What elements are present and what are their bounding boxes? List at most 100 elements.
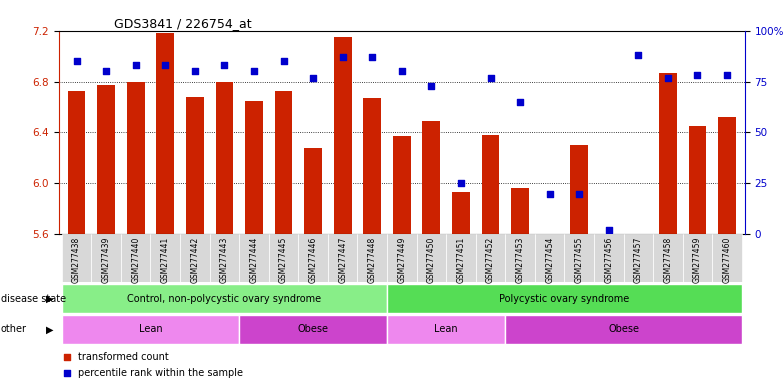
Bar	[127, 82, 144, 234]
Bar	[535, 234, 564, 282]
Point	[632, 52, 644, 58]
Bar	[328, 234, 358, 282]
Text: GSM277455: GSM277455	[575, 237, 584, 283]
Bar	[393, 136, 411, 234]
Point	[278, 58, 290, 65]
Text: Obese: Obese	[298, 324, 328, 334]
Text: other: other	[1, 324, 27, 334]
Text: Lean: Lean	[434, 324, 458, 334]
Bar	[121, 234, 151, 282]
Bar	[387, 315, 506, 344]
Bar	[363, 98, 381, 234]
Bar	[594, 234, 623, 282]
Bar	[718, 117, 736, 234]
Text: GSM277441: GSM277441	[161, 237, 170, 283]
Point	[720, 73, 733, 79]
Point	[366, 54, 379, 60]
Bar	[304, 148, 322, 234]
Bar	[186, 97, 204, 234]
Bar	[239, 234, 269, 282]
Bar	[511, 189, 529, 234]
Point	[129, 62, 142, 68]
Bar	[156, 33, 174, 234]
Text: GSM277452: GSM277452	[486, 237, 495, 283]
Bar	[216, 82, 234, 234]
Point	[425, 83, 437, 89]
Text: GDS3841 / 226754_at: GDS3841 / 226754_at	[114, 17, 252, 30]
Text: ▶: ▶	[45, 324, 53, 334]
Bar	[446, 234, 476, 282]
Point	[395, 68, 408, 74]
Point	[159, 62, 172, 68]
Point	[100, 68, 112, 74]
Text: GSM277446: GSM277446	[309, 237, 318, 283]
Text: GSM277451: GSM277451	[456, 237, 466, 283]
Point	[514, 99, 526, 105]
Point	[573, 190, 586, 197]
Bar	[541, 234, 558, 246]
Bar	[269, 234, 298, 282]
Bar	[62, 315, 239, 344]
Point	[188, 68, 201, 74]
Text: Obese: Obese	[608, 324, 639, 334]
Bar	[506, 315, 742, 344]
Bar	[659, 73, 677, 234]
Text: GSM277438: GSM277438	[72, 237, 81, 283]
Text: Lean: Lean	[139, 324, 162, 334]
Point	[60, 354, 74, 360]
Bar	[97, 85, 115, 234]
Text: GSM277445: GSM277445	[279, 237, 288, 283]
Text: GSM277460: GSM277460	[723, 237, 731, 283]
Bar	[683, 234, 713, 282]
Bar	[476, 234, 506, 282]
Bar	[452, 192, 470, 234]
Text: GSM277440: GSM277440	[131, 237, 140, 283]
Bar	[423, 121, 441, 234]
Text: GSM277450: GSM277450	[426, 237, 436, 283]
Text: GSM277443: GSM277443	[220, 237, 229, 283]
Bar	[298, 234, 328, 282]
Bar	[91, 234, 121, 282]
Bar	[151, 234, 180, 282]
Bar	[600, 234, 618, 238]
Bar	[358, 234, 387, 282]
Point	[485, 74, 497, 81]
Point	[336, 54, 349, 60]
Text: GSM277447: GSM277447	[338, 237, 347, 283]
Text: GSM277449: GSM277449	[397, 237, 406, 283]
Bar	[564, 234, 594, 282]
Bar	[688, 126, 706, 234]
Point	[603, 227, 615, 233]
Text: GSM277454: GSM277454	[545, 237, 554, 283]
Bar	[387, 284, 742, 313]
Bar	[416, 234, 446, 282]
Bar	[274, 91, 292, 234]
Bar	[62, 234, 91, 282]
Bar	[239, 315, 387, 344]
Point	[455, 180, 467, 187]
Bar	[653, 234, 683, 282]
Text: GSM277448: GSM277448	[368, 237, 377, 283]
Text: GSM277457: GSM277457	[633, 237, 643, 283]
Text: GSM277453: GSM277453	[516, 237, 524, 283]
Text: GSM277439: GSM277439	[102, 237, 111, 283]
Text: GSM277459: GSM277459	[693, 237, 702, 283]
Bar	[506, 234, 535, 282]
Bar	[570, 145, 588, 234]
Point	[60, 370, 74, 376]
Bar	[245, 101, 263, 234]
Point	[307, 74, 319, 81]
Point	[71, 58, 83, 65]
Text: Control, non-polycystic ovary syndrome: Control, non-polycystic ovary syndrome	[127, 293, 321, 304]
Bar	[623, 234, 653, 282]
Bar	[713, 234, 742, 282]
Text: transformed count: transformed count	[78, 352, 169, 362]
Bar	[387, 234, 416, 282]
Text: ▶: ▶	[45, 294, 53, 304]
Text: percentile rank within the sample: percentile rank within the sample	[78, 368, 243, 378]
Text: Polycystic ovary syndrome: Polycystic ovary syndrome	[499, 293, 630, 304]
Point	[662, 74, 674, 81]
Point	[543, 190, 556, 197]
Text: disease state: disease state	[1, 294, 66, 304]
Bar	[209, 234, 239, 282]
